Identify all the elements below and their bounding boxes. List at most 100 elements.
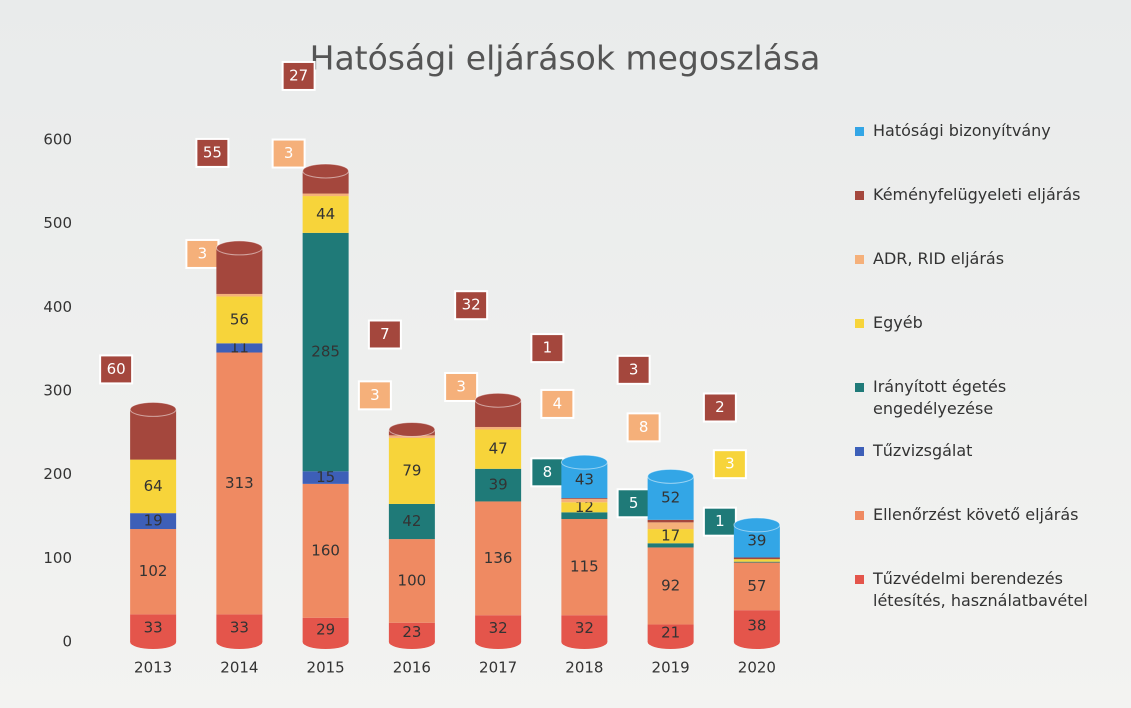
y-tick-label: 200 [43,465,72,483]
data-label: 32 [575,619,594,637]
data-label: 19 [144,512,163,530]
bar-segment [475,426,522,430]
data-label: 4 [553,394,563,412]
bar-segment [561,512,608,520]
bar-segment [216,352,263,615]
bar-segment [302,617,349,642]
data-label: 42 [402,512,421,530]
bar-segment [733,561,780,563]
callout-box [530,457,565,488]
data-label: 3 [456,377,466,395]
bar-segment [647,519,694,523]
legend-swatch [855,447,864,456]
bar-segment [561,498,608,503]
data-label: 55 [203,143,222,161]
legend-label: Ellenőrzést követő eljárás [873,505,1079,524]
data-label: 115 [570,558,599,576]
callout-box [530,333,565,364]
legend-swatch [855,511,864,520]
data-label: 136 [484,549,513,567]
legend-swatch [855,575,864,584]
data-label: 64 [144,477,163,495]
legend-swatch [855,255,864,264]
bar-segment [561,615,608,642]
data-label: 100 [398,571,427,589]
data-label: 52 [661,489,680,507]
bar-segment [302,471,349,484]
bar-segment [561,502,608,513]
y-tick-label: 0 [62,633,72,651]
data-label: 3 [370,386,380,404]
bar-segment [130,409,177,460]
bar-segment [216,296,263,344]
legend-item: ADR, RID eljárás [855,248,1120,312]
data-label: 23 [402,623,421,641]
data-label: 285 [311,343,340,361]
data-label: 60 [107,360,126,378]
data-label: 7 [380,325,390,343]
data-label: 39 [489,476,508,494]
data-label: 29 [316,620,335,638]
y-tick-label: 400 [43,298,72,316]
legend-swatch [855,383,864,392]
callout-box [454,290,489,321]
bar-segment [216,343,263,353]
data-label: 56 [230,310,249,328]
data-label: 1 [543,339,553,357]
data-label: 43 [575,471,594,489]
cylinder-top [215,240,263,256]
bar-segment [647,547,694,625]
legend: Hatósági bizonyítvány Kéményfelügyeleti e… [855,120,1120,632]
legend-item: Irányított égetés engedélyezése [855,376,1120,440]
bar-segment [733,557,780,560]
data-label: 92 [661,576,680,594]
callout-box [99,354,134,385]
legend-item: Ellenőrzést követő eljárás [855,504,1120,568]
data-label: 160 [311,541,340,559]
data-label: 5 [629,494,639,512]
bar-segment [216,614,263,642]
bar-segment [388,503,435,540]
cylinder-top [474,392,522,408]
bar-segment [475,615,522,642]
data-label: 3 [629,360,639,378]
data-label: 313 [225,474,254,492]
data-label: 33 [230,619,249,637]
callout-box [444,371,479,402]
legend-item: Egyéb [855,312,1120,376]
y-tick-label: 100 [43,549,72,567]
callout-box [702,506,737,537]
bar-segment [130,529,177,615]
data-label: 27 [289,66,308,84]
data-label: 32 [462,296,481,314]
data-label: 44 [316,205,335,223]
data-label: 38 [747,617,766,635]
callout-box [271,138,306,169]
bar-segment [130,614,177,642]
data-label: 8 [543,463,553,481]
bar-segment [216,293,263,297]
data-label: 8 [639,418,649,436]
legend-swatch [855,319,864,328]
cylinder-top [129,401,177,417]
legend-item: Tűzvizsgálat [855,440,1120,504]
callout-box [616,488,651,519]
bar-segment [733,559,780,562]
x-tick-label: 2015 [307,659,345,677]
bar-segment [302,232,349,472]
callout-box [281,60,316,91]
legend-item: Tűzvédelmi berendezés létesítés, használ… [855,568,1120,632]
legend-swatch [855,191,864,200]
cylinder-top [733,517,781,533]
chart-title: Hatósági eljárások megoszlása [310,39,821,78]
bar-segment [216,247,263,294]
data-label: 32 [489,619,508,637]
callout-box [702,392,737,423]
callout-box [712,449,747,480]
x-tick-label: 2013 [134,659,172,677]
bar-segment [647,624,694,642]
cylinder-top [388,421,436,437]
data-label: 1 [715,512,725,530]
